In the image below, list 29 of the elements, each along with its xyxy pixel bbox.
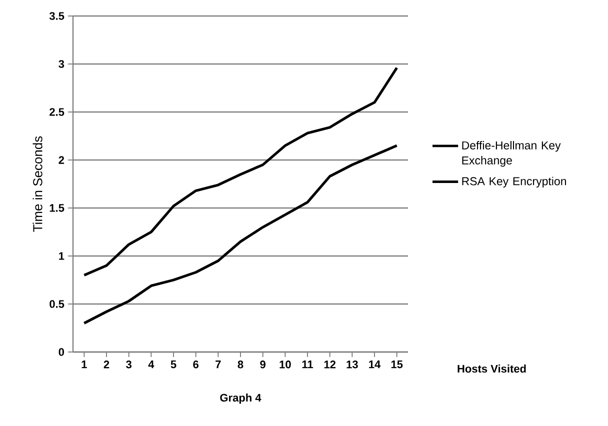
text: Graph 4 — [220, 394, 262, 404]
legend-label: RSA Key Encryption — [462, 176, 566, 188]
x-tick-label: 3 — [126, 360, 132, 368]
x-tick-label: 1 — [82, 360, 87, 368]
x-tick-label: 13 — [346, 360, 358, 368]
x-tick-label: 12 — [324, 360, 336, 368]
x-tick-label: 15 — [391, 360, 403, 368]
line-series — [82, 66, 398, 276]
x-tick-label: 14 — [369, 360, 381, 368]
x-tick-label: 6 — [193, 360, 198, 368]
x-tick-label: 9 — [260, 360, 266, 368]
y-tick-label: 1.5 — [50, 204, 64, 212]
x-tick-label: 5 — [170, 360, 176, 368]
y-tick-label: 0.5 — [50, 300, 64, 308]
y-tick-label: 3.5 — [49, 12, 64, 20]
y-axis-title: Time in Seconds — [32, 136, 42, 232]
x-tick-label: 2 — [104, 360, 110, 368]
y-tick-label: 3 — [58, 60, 64, 68]
y-tick-label: 1 — [59, 252, 64, 260]
x-tick-label: 8 — [238, 360, 244, 368]
x-axis-title: Hosts Visited — [458, 364, 526, 373]
x-tick-label: 10 — [280, 360, 291, 368]
legend-label: Deffie-Hellman Key Exchange — [462, 141, 561, 167]
x-tick-label: 11 — [302, 360, 313, 368]
y-tick-label: 0 — [58, 348, 64, 356]
y-tick-label: 2.5 — [50, 108, 64, 116]
x-tick-label: 7 — [216, 360, 221, 368]
y-tick-label: 2 — [58, 156, 64, 164]
x-tick-label: 4 — [148, 360, 154, 368]
